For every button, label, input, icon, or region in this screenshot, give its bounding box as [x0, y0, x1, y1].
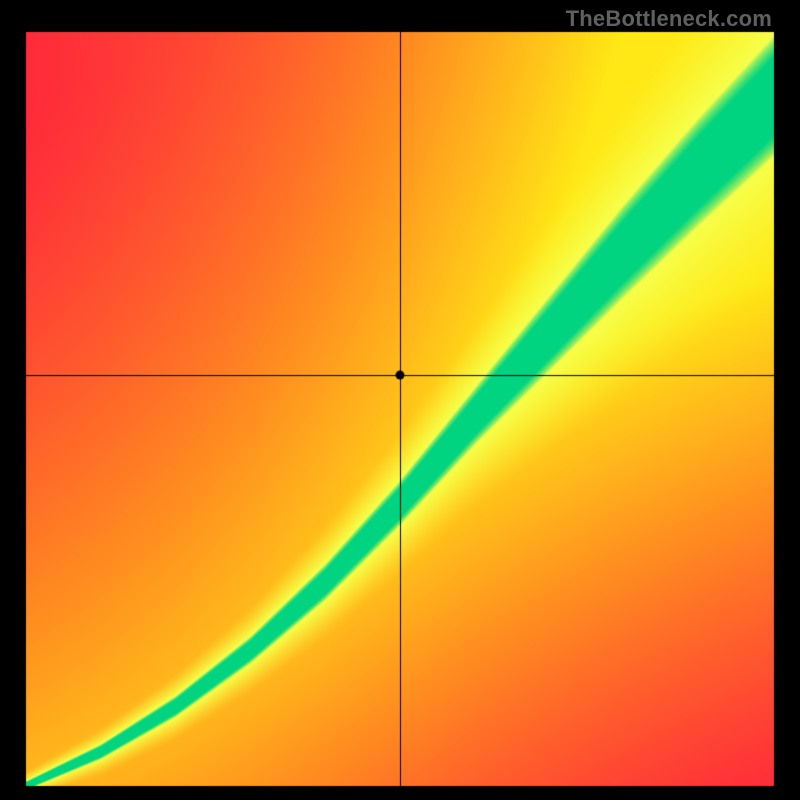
heatmap-canvas: [0, 0, 800, 800]
chart-container: TheBottleneck.com: [0, 0, 800, 800]
watermark-text: TheBottleneck.com: [566, 6, 772, 32]
